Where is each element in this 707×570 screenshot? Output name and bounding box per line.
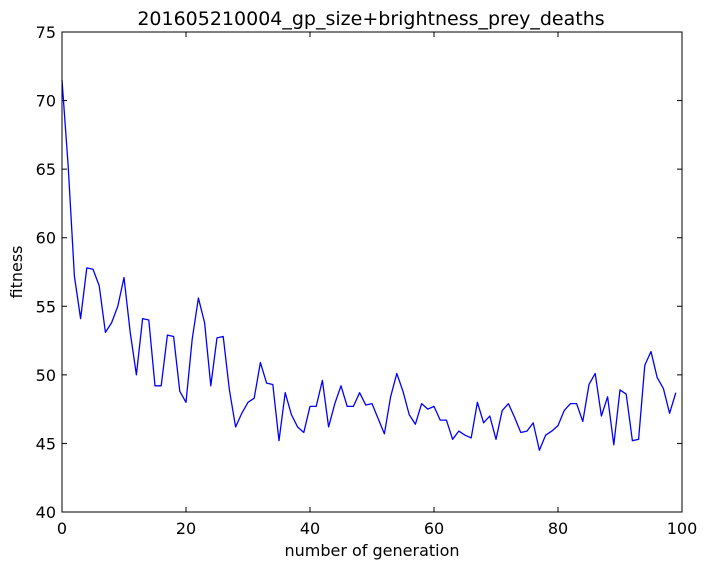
y-tick-label: 40 [36,503,56,522]
chart-title: 201605210004_gp_size+brightness_prey_dea… [137,8,604,30]
y-tick-label: 70 [36,92,56,111]
x-tick-label: 60 [424,519,444,538]
y-tick-label: 50 [36,366,56,385]
y-tick-label: 75 [36,23,56,42]
x-tick-label: 40 [300,519,320,538]
plot-area-frame [61,31,683,513]
y-tick-label: 60 [36,229,56,248]
y-tick-label: 65 [36,160,56,179]
x-axis-title: number of generation [284,541,459,560]
x-tick-label: 100 [667,519,698,538]
x-tick-label: 80 [548,519,568,538]
x-tick-label: 20 [176,519,196,538]
y-tick-label: 45 [36,434,56,453]
y-tick-label: 55 [36,297,56,316]
y-axis-title: fitness [7,245,26,298]
x-tick-label: 0 [57,519,67,538]
series-line [61,79,677,451]
axis-ticks: 0 20 40 60 80 100 40 45 50 55 60 65 70 75 [36,23,698,538]
